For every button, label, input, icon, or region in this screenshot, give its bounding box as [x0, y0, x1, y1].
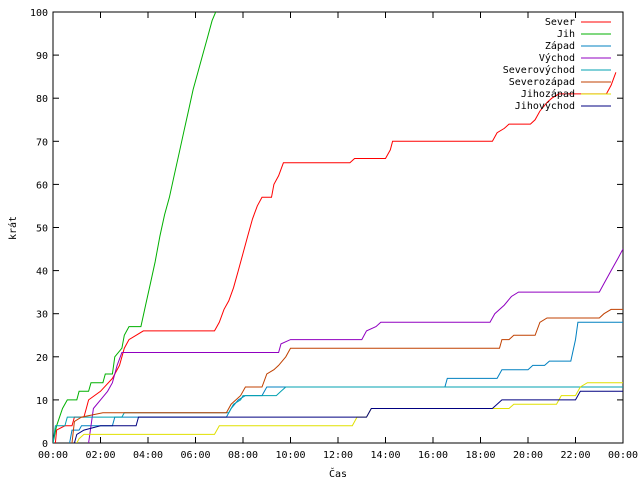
x-tick-label: 06:00	[180, 450, 210, 461]
x-axis-ticks: 00:00 02:00 04:00 06:00 08:00 10:00 12:00 14:00…	[38, 12, 638, 461]
legend-label: Jihozápad	[521, 88, 575, 100]
legend-label: Východ	[539, 52, 575, 64]
x-tick-label: 12:00	[323, 450, 353, 461]
legend-label: Severozápad	[509, 76, 575, 88]
y-tick-label: 30	[36, 310, 48, 321]
x-tick-label: 00:00	[608, 450, 638, 461]
x-tick-label: 02:00	[85, 450, 115, 461]
series-line-0	[54, 72, 617, 443]
y-axis-ticks: 0 10 20 30 40 50 60 70 80 90 100	[30, 8, 623, 450]
x-tick-label: 18:00	[465, 450, 495, 461]
series-line-7	[73, 390, 623, 443]
x-tick-label: 14:00	[370, 450, 400, 461]
y-axis-label: krát	[7, 216, 19, 240]
x-tick-label: 22:00	[560, 450, 590, 461]
y-tick-label: 50	[36, 224, 48, 235]
y-tick-label: 20	[36, 353, 48, 364]
series-line-4	[53, 386, 623, 443]
legend-label: Jih	[557, 29, 575, 40]
series-line-5	[71, 308, 623, 443]
x-tick-label: 16:00	[418, 450, 448, 461]
series-line-3	[88, 248, 623, 443]
y-tick-label: 60	[36, 180, 48, 191]
legend-label: Jihovýchod	[515, 100, 575, 112]
y-tick-label: 0	[42, 439, 48, 450]
legend: SeverJihZápadVýchodSeverovýchodSeverozáp…	[503, 17, 611, 112]
y-tick-label: 90	[36, 51, 48, 62]
y-tick-label: 10	[36, 396, 48, 407]
series-line-2	[69, 321, 623, 443]
series-lines	[53, 12, 623, 443]
x-tick-label: 20:00	[513, 450, 543, 461]
y-tick-label: 100	[30, 8, 48, 19]
series-line-1	[53, 12, 217, 443]
legend-label: Sever	[545, 17, 575, 28]
y-tick-label: 70	[36, 137, 48, 148]
y-tick-label: 80	[36, 94, 48, 105]
x-axis-label: Čas	[329, 467, 347, 480]
x-tick-label: 08:00	[228, 450, 258, 461]
y-tick-label: 40	[36, 267, 48, 278]
x-tick-label: 04:00	[133, 450, 163, 461]
legend-label: Západ	[545, 40, 575, 52]
x-tick-label: 00:00	[38, 450, 68, 461]
x-tick-label: 10:00	[275, 450, 305, 461]
legend-label: Severovýchod	[503, 64, 575, 76]
